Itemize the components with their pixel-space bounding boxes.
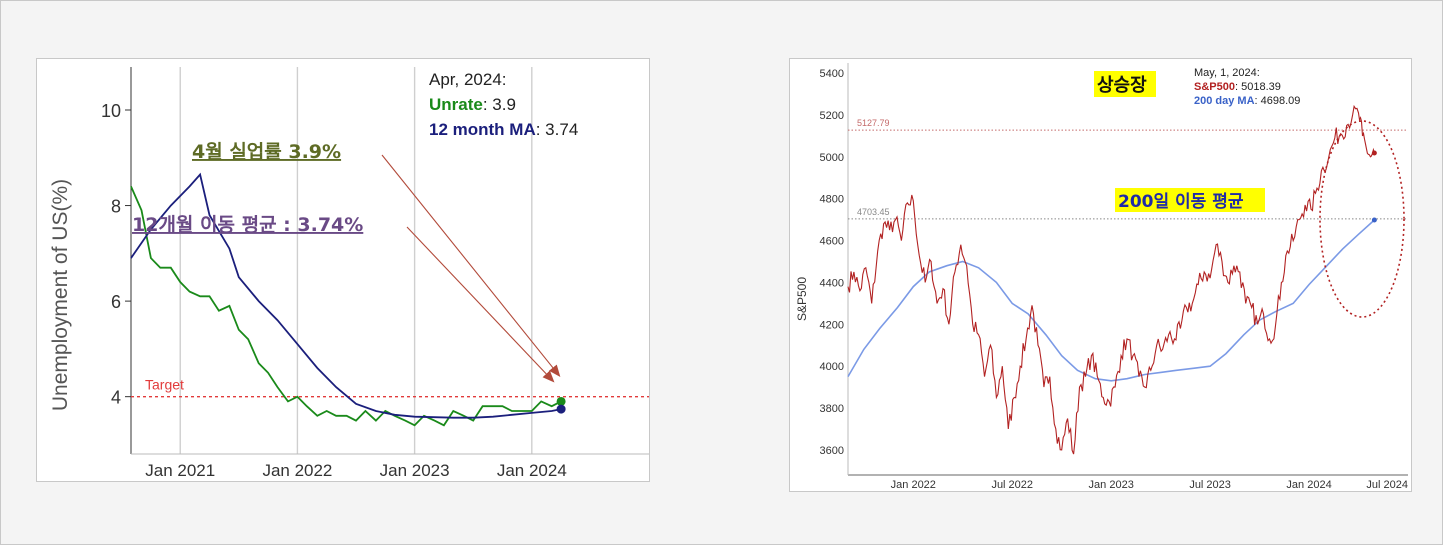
- legend-ma200: 200 day MA: 4698.09: [1194, 95, 1300, 107]
- y-tick-label: 8: [111, 197, 121, 217]
- target-label: Target: [145, 377, 184, 393]
- x-tick-label: Jan 2023: [1089, 479, 1134, 491]
- ma-arrow: [406, 226, 555, 383]
- highlight-ellipse: [1319, 120, 1405, 318]
- x-tick-label: Jul 2024: [1366, 479, 1408, 491]
- x-tick-label: Jan 2024: [497, 461, 567, 480]
- x-tick-label: Jan 2023: [380, 461, 450, 480]
- y-tick-label: 4600: [820, 236, 844, 248]
- legend-unrate: Unrate: 3.9: [429, 95, 516, 114]
- y-tick-label: 5200: [820, 110, 844, 122]
- bull-label-highlight: [1094, 71, 1156, 97]
- series-end-point: [556, 404, 566, 414]
- y-tick-label: 4000: [820, 361, 844, 373]
- unemployment-chart-panel: Jan 2021 Jan 2022 Jan 2023 Jan 2024 4 6 8 10 Ta…: [36, 58, 650, 482]
- sp500-chart: 3600 3800 4000 4200 4400 4600 4800 5000 5200 5400…: [795, 63, 1408, 491]
- legend-ma200-value: : 4698.09: [1255, 95, 1301, 107]
- bull-market-label: 상승장: [1097, 75, 1147, 96]
- y-tick-label: 10: [101, 101, 121, 121]
- legend-date: May, 1, 2024:: [1194, 67, 1260, 79]
- legend-unrate-value: : 3.9: [483, 95, 516, 114]
- reference-line-label: 5127.79: [857, 118, 890, 128]
- y-tick-label: 3600: [820, 445, 844, 457]
- sp500-end-point: [1371, 150, 1377, 156]
- series-line-ma200: [847, 219, 1375, 382]
- legend-ma-name: 12 month MA: [429, 120, 536, 139]
- y-tick-label: 4200: [820, 319, 844, 331]
- ma200-end-point: [1371, 217, 1377, 223]
- y-tick-label: 3800: [820, 403, 844, 415]
- ma-annotation: 12개월 이동 평균 : 3.74%: [132, 214, 363, 236]
- series-end-point: [556, 396, 566, 406]
- legend-ma: 12 month MA: 3.74: [429, 120, 578, 139]
- legend-sp500-value: : 5018.39: [1235, 81, 1281, 93]
- y-axis-label: S&P500: [795, 277, 809, 321]
- series-line-unrate: [130, 186, 562, 427]
- y-tick-label: 4: [111, 388, 121, 408]
- sp500-chart-panel: 3600 3800 4000 4200 4400 4600 4800 5000 5200 5400…: [789, 58, 1412, 492]
- x-tick-label: Jan 2022: [891, 479, 936, 491]
- y-tick-label: 4400: [820, 277, 844, 289]
- legend-ma200-name: 200 day MA: [1194, 95, 1255, 107]
- legend-unrate-name: Unrate: [429, 95, 483, 114]
- legend-sp500-name: S&P500: [1194, 81, 1235, 93]
- unrate-arrow: [381, 154, 561, 378]
- unemployment-chart: Jan 2021 Jan 2022 Jan 2023 Jan 2024 4 6 8 10 Ta…: [49, 67, 649, 480]
- y-axis-label: Unemployment of US(%): [49, 179, 72, 411]
- x-tick-label: Jan 2024: [1286, 479, 1331, 491]
- legend-date: Apr, 2024:: [429, 70, 507, 89]
- x-tick-label: Jan 2021: [145, 461, 215, 480]
- y-tick-label: 6: [111, 292, 121, 312]
- ma-200-label: 200일 이동 평균: [1118, 192, 1244, 212]
- y-tick-label: 5000: [820, 152, 844, 164]
- reference-line-label: 4703.45: [857, 207, 890, 217]
- legend-ma-value: : 3.74: [536, 120, 579, 139]
- x-tick-label: Jul 2023: [1189, 479, 1231, 491]
- y-tick-label: 5400: [820, 68, 844, 80]
- ma-label-highlight: [1115, 188, 1265, 212]
- legend-sp500: S&P500: 5018.39: [1194, 81, 1281, 93]
- y-tick-label: 4800: [820, 194, 844, 206]
- series-line-sp500: [847, 104, 1375, 455]
- x-tick-label: Jan 2022: [262, 461, 332, 480]
- unrate-annotation: 4월 실업률 3.9%: [192, 141, 341, 163]
- series-line-ma: [130, 172, 562, 419]
- x-tick-label: Jul 2022: [991, 479, 1033, 491]
